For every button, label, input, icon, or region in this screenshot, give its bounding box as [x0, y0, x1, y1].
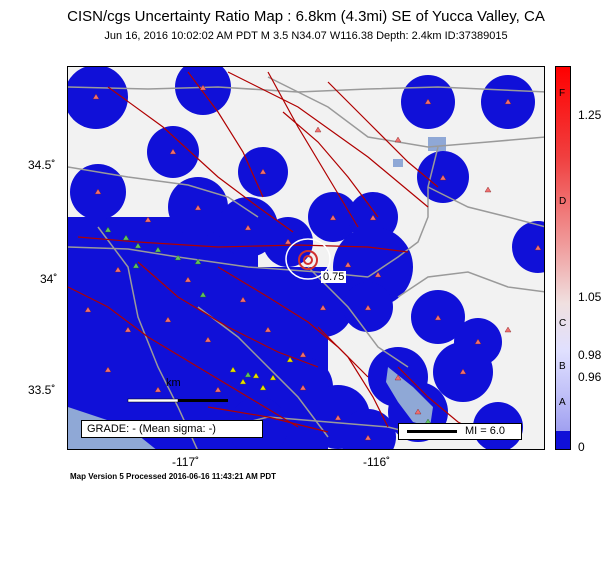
map-title: CISN/cgs Uncertainty Ratio Map : 6.8km (…: [67, 8, 545, 25]
lon-label-117: -117˚: [172, 455, 200, 469]
lat-label-34: 34˚: [40, 272, 58, 286]
scale-label-0: 0: [578, 440, 585, 454]
stations-green: [104, 226, 432, 425]
lat-label-34-5: 34.5˚: [28, 158, 56, 172]
scalebar-label: km: [166, 377, 181, 389]
grade-box: GRADE: - (Mean sigma: -): [81, 420, 263, 438]
color-scale: [555, 66, 571, 450]
grade-F: F: [559, 88, 566, 99]
scale-label-0-98: 0.98: [578, 348, 602, 362]
contour-label: 0.75: [321, 271, 347, 283]
uncertainty-map: 0.75 km: [67, 66, 545, 450]
grade-D: D: [559, 196, 567, 207]
scale-gradient: [556, 67, 570, 431]
map-subtitle: Jun 16, 2016 10:02:02 AM PDT M 3.5 N34.0…: [104, 30, 508, 42]
scale-label-0-96: 0.96: [578, 370, 602, 384]
scale-zero-block: [556, 431, 570, 449]
grade-B: B: [559, 361, 566, 372]
lon-label-116: -116˚: [363, 455, 391, 469]
grade-C: C: [559, 318, 567, 329]
map-graphic: [68, 67, 544, 449]
stations-red: [84, 84, 542, 441]
grade-A: A: [559, 397, 566, 408]
lat-label-33-5: 33.5˚: [28, 383, 56, 397]
mi-legend: MI = 6.0: [398, 423, 522, 440]
fault-lines: [68, 71, 489, 438]
mi-label: MI = 6.0: [465, 425, 506, 437]
mi-line: [407, 430, 457, 433]
scale-label-1-05: 1.05: [578, 290, 602, 304]
epicenter-contours: [285, 238, 331, 280]
stations-yellow: [229, 356, 294, 391]
uncertainty-blobs: [68, 67, 544, 449]
map-footer: Map Version 5 Processed 2016-06-16 11:43…: [70, 472, 277, 481]
scale-label-1-25: 1.25: [578, 108, 602, 122]
scalebar: [127, 398, 228, 403]
